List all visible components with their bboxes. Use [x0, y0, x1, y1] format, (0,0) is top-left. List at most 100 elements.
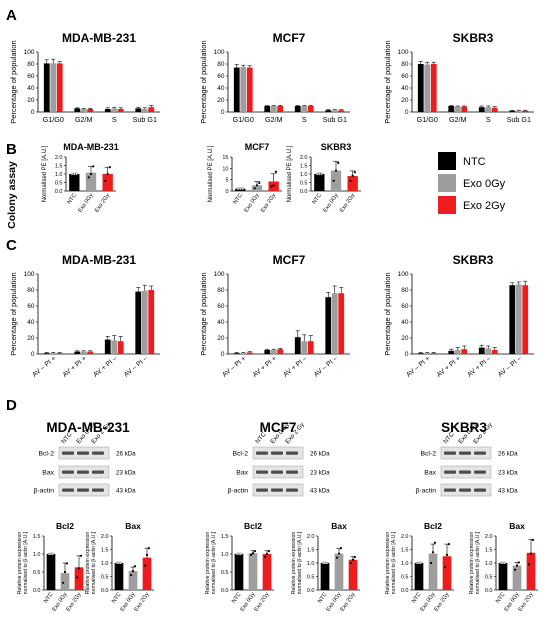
chart-title: MDA-MB-231: [62, 253, 136, 267]
legend-label-exo-0gy: Exo 0Gy: [463, 178, 506, 190]
data-point: [433, 541, 437, 544]
chart-a2: MCF7 0 20 40 60 80 100 Percentage of population…: [199, 31, 350, 124]
bar-av-pi-exo-0gy: [301, 341, 308, 354]
bar-av-pi-exo-0gy: [515, 284, 522, 354]
bar-g2-m-ntc: [74, 108, 81, 112]
blot-size-23-kda: 23 kDa: [310, 470, 330, 477]
bar-s-exo-0gy: [485, 107, 492, 112]
bar-av-pi-ntc: [233, 353, 240, 354]
y-tick-label: 2.0: [300, 155, 308, 161]
bar-g2-m-exo-0gy: [80, 109, 87, 112]
data-point: [77, 567, 81, 570]
y-tick-label: 1.0: [221, 552, 229, 558]
x-tick-label: S: [112, 115, 117, 124]
blot-band: [92, 488, 104, 492]
y-axis-label: Relative protein expressionnormalised to…: [85, 531, 97, 594]
x-tick-label: G2/M: [265, 115, 283, 124]
blot-size-26-kda: 26 kDa: [498, 451, 518, 458]
blot-protein-bax: Bax: [424, 470, 436, 477]
y-tick-label: 0.0: [307, 588, 315, 594]
y-axis-label-line: normalised to β-actin [A.U.]: [23, 531, 29, 594]
data-point: [349, 561, 353, 565]
blot-size-43-kda: 43 kDa: [310, 488, 330, 495]
chart-title: SKBR3: [321, 142, 352, 152]
blot-protein-bcl-2: Bcl-2: [421, 451, 437, 458]
y-axis-label-line: normalised to β-actin [A.U.]: [475, 531, 481, 594]
chart-b1: MDA-MB-231 0.0 0.5 1.0 1.5 2.0 Normalised PE […: [42, 142, 119, 214]
y-tick-label: 60: [217, 303, 225, 310]
y-tick-label: 1.5: [401, 548, 409, 554]
bar-av-pi-exo-0gy: [50, 353, 57, 354]
data-point: [429, 561, 433, 565]
blot-protein-actin: β-actin: [227, 488, 248, 495]
chart-title: MCF7: [273, 31, 306, 45]
legend-swatch-ntc: [438, 152, 456, 170]
y-axis-label: Relative protein expressionnormalised to…: [205, 531, 217, 594]
bar-exo-0gy: [334, 553, 344, 590]
western-titles: MDA-MB-231 MCF7 SKBR3: [46, 420, 487, 435]
western-title-mcf7: MCF7: [260, 420, 297, 435]
data-point: [70, 172, 74, 176]
bar-exo-0gy: [251, 185, 263, 191]
data-point: [315, 172, 319, 176]
legend: NTC Exo 0Gy Exo 2Gy: [438, 152, 506, 214]
blot-band: [444, 488, 456, 492]
bar-av-pi-ntc: [74, 351, 81, 354]
y-tick-label: 0: [31, 109, 35, 116]
y-tick-label: 0.0: [101, 588, 109, 594]
bar-av-pi-exo-2gy: [338, 293, 345, 354]
x-tick-label: AV + PI –: [282, 355, 308, 379]
data-point: [351, 174, 354, 177]
y-tick-label: 1.0: [307, 561, 315, 567]
chart-c2: MCF7 0 20 40 60 80 100 Percentage of population…: [199, 253, 350, 379]
bar-g2-m-exo-2gy: [277, 106, 284, 112]
data-point: [61, 581, 65, 584]
x-tick-label: AV + PI +: [62, 355, 88, 379]
chart-title: Bax: [509, 521, 525, 531]
blot-band: [271, 451, 283, 455]
blot-protein-actin: β-actin: [415, 488, 436, 495]
data-point: [133, 565, 137, 568]
blot-band: [256, 470, 268, 474]
data-point: [73, 172, 76, 176]
bar-ntc: [414, 563, 424, 590]
y-tick-label: 0: [221, 351, 225, 358]
bar-exo-0gy: [512, 565, 522, 590]
bar-exo-2gy: [348, 559, 358, 590]
y-tick-label: 0: [221, 109, 225, 116]
data-point: [239, 552, 243, 556]
bar-av-pi-ntc: [294, 337, 301, 354]
western-title-skbr3: SKBR3: [441, 420, 487, 435]
x-tick-label: AV + PI –: [466, 355, 492, 379]
y-tick-label: 40: [401, 319, 409, 326]
bar-av-pi-ntc: [448, 350, 455, 354]
bar-g1-g0-exo-0gy: [50, 63, 57, 112]
blot-band: [286, 470, 298, 474]
blot-size-23-kda: 23 kDa: [116, 470, 136, 477]
y-axis-label-line: normalised to β-actin [A.U.]: [91, 531, 97, 594]
blot-size-26-kda: 26 kDa: [310, 451, 330, 458]
x-tick-label: NTC: [43, 592, 55, 605]
x-tick-label: Exo 2Gy: [260, 193, 277, 214]
data-point: [265, 552, 269, 556]
data-point: [119, 561, 123, 565]
blot-band: [444, 470, 456, 474]
y-axis-label: Normalised PE [A.U.]: [208, 145, 214, 202]
y-tick-label: 0.5: [55, 181, 63, 187]
bar-av-pi-exo-0gy: [141, 290, 148, 354]
y-axis-label-line: Relative protein expression: [205, 532, 211, 595]
y-tick-label: 0.0: [221, 588, 229, 594]
bar-av-pi-ntc: [417, 353, 424, 354]
chart-title: Bax: [331, 521, 347, 531]
bar-g1-g0-exo-0gy: [240, 67, 247, 112]
data-point: [251, 552, 255, 555]
chart-a1: MDA-MB-231 0 20 40 60 80 100 Percentage of popu…: [9, 31, 160, 124]
blot-band: [474, 470, 486, 474]
data-point: [75, 576, 79, 579]
x-tick-label: G1/G0: [43, 115, 64, 124]
x-tick-label: AV – PI –: [123, 355, 149, 379]
bar-exo-2gy: [142, 557, 152, 590]
data-point: [318, 172, 321, 176]
bar-exo-2gy: [74, 567, 84, 590]
